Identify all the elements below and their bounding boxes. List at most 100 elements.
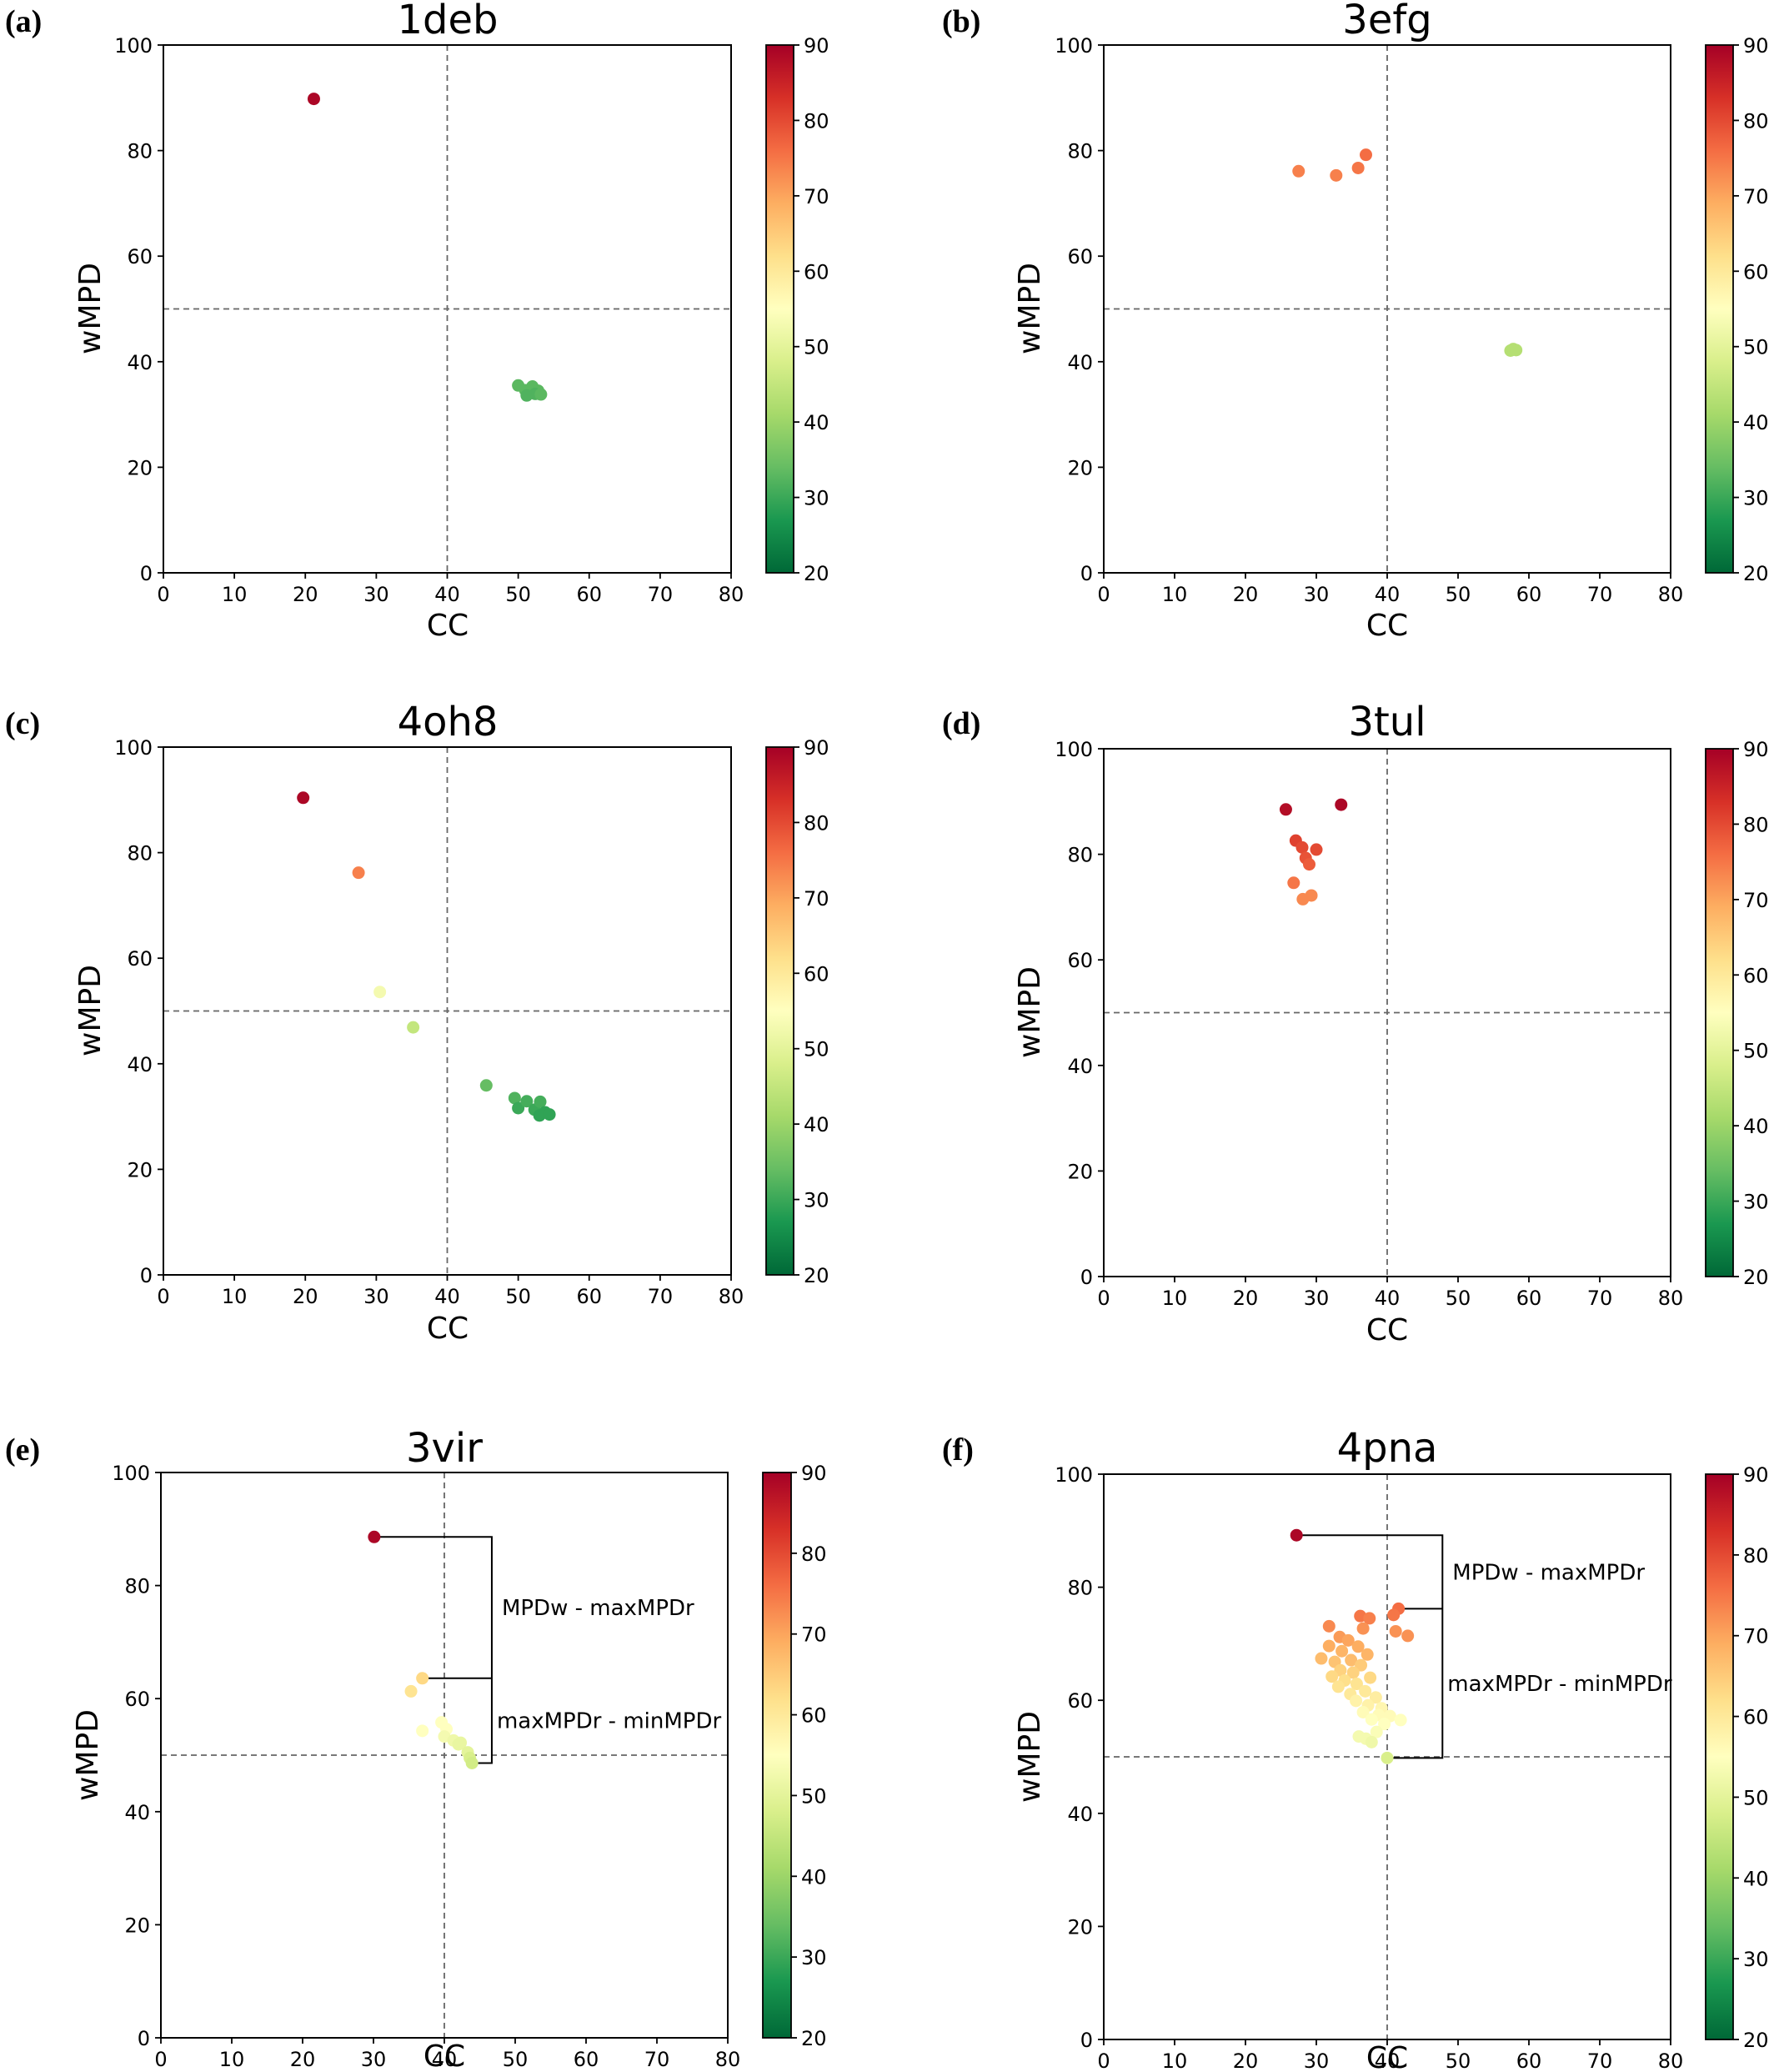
x-tick-label: 10 <box>1162 583 1188 606</box>
panel-f: (f) 4pna MPDw - maxMPDr maxMPDr - minMPDr… <box>942 1425 1769 2072</box>
data-point <box>1355 1658 1368 1672</box>
data-points <box>307 93 548 402</box>
panel-a: (a) 1deb 0 10 20 30 40 50 60 70 80 0 20 40 60 80 100 20… <box>5 0 829 643</box>
y-tick-label: 100 <box>112 1462 150 1485</box>
colorbar: 20 30 40 50 60 70 80 90 <box>1705 738 1769 1289</box>
data-point <box>1361 1648 1374 1661</box>
colorbar-tick-label: 30 <box>1743 1191 1769 1214</box>
y-axis-label: wMPD <box>1013 966 1047 1058</box>
data-point <box>1365 1713 1378 1726</box>
data-point <box>1322 1619 1336 1633</box>
scatter-plot: 0 10 20 30 40 50 60 70 80 0 20 40 60 80 100 20 30 40 50 60 7… <box>1055 738 1768 1310</box>
panel-b: (b) 3efg 0 10 20 30 40 50 60 70 80 0 20 40 60 80 100 20… <box>942 0 1769 643</box>
y-tick-label: 60 <box>1067 949 1093 972</box>
colorbar-tick-label: 20 <box>1743 1266 1769 1289</box>
x-tick-label: 50 <box>1446 583 1471 606</box>
y-tick-label: 100 <box>114 736 153 760</box>
data-point <box>1356 1622 1370 1635</box>
bracket-line <box>1296 1534 1444 1759</box>
colorbar-tick-label: 90 <box>801 1462 827 1485</box>
data-point <box>352 866 365 880</box>
data-point <box>1315 1652 1328 1665</box>
colorbar-tick-label: 90 <box>804 34 829 58</box>
x-tick-label: 80 <box>1658 583 1684 606</box>
x-tick-label: 10 <box>222 1285 248 1308</box>
x-tick-label: 60 <box>1516 2049 1542 2072</box>
colorbar-tick-label: 50 <box>1743 336 1769 359</box>
data-point <box>1389 1624 1402 1638</box>
x-tick-label: 70 <box>1587 583 1613 606</box>
y-tick-label: 20 <box>1067 456 1093 479</box>
x-tick-label: 20 <box>293 1285 318 1308</box>
data-point <box>407 1021 420 1034</box>
y-axis-label: wMPD <box>1013 1711 1047 1803</box>
y-tick-label: 60 <box>127 245 153 268</box>
data-point <box>1295 840 1309 854</box>
colorbar-tick-label: 80 <box>804 109 829 133</box>
data-points <box>1290 1528 1415 1764</box>
colorbar-tick-label: 20 <box>1743 2029 1769 2052</box>
data-point <box>1330 168 1343 182</box>
data-point <box>534 1095 547 1108</box>
x-tick-label: 40 <box>1375 2049 1401 2072</box>
panel-letter: (a) <box>5 4 42 39</box>
y-tick-label: 0 <box>1080 1266 1093 1289</box>
colorbar-gradient <box>1705 748 1734 1277</box>
data-point <box>1381 1751 1394 1764</box>
x-tick-label: 70 <box>648 1285 674 1308</box>
colorbar-tick-label: 30 <box>1743 1948 1769 1971</box>
x-tick-label: 30 <box>1304 1287 1330 1310</box>
y-tick-label: 40 <box>1067 1055 1093 1078</box>
data-point <box>1350 1694 1363 1708</box>
x-tick-label: 80 <box>1658 1287 1684 1310</box>
scatter-plot: 0 10 20 30 40 50 60 70 80 0 20 40 60 80 100 20 30 40 50 60 7… <box>114 736 829 1308</box>
y-tick-label: 20 <box>1067 1915 1093 1939</box>
y-tick-label: 80 <box>1067 844 1093 867</box>
colorbar-tick-label: 40 <box>1743 1115 1769 1138</box>
x-tick-label: 40 <box>434 1285 460 1308</box>
colorbar-tick-label: 40 <box>804 1113 829 1136</box>
difference-brackets: MPDw - maxMPDr maxMPDr - minMPDr <box>1296 1534 1672 1759</box>
x-tick-label: 60 <box>1516 583 1542 606</box>
x-tick-label: 80 <box>715 2048 741 2071</box>
scatter-plot: MPDw - maxMPDr maxMPDr - minMPDr 0 10 20 30 40… <box>112 1462 826 2071</box>
colorbar-tick-label: 40 <box>801 1865 827 1889</box>
x-tick-label: 10 <box>1162 2049 1188 2072</box>
x-tick-label: 0 <box>1097 1287 1110 1310</box>
y-tick-label: 0 <box>140 562 153 585</box>
panel-title: 3tul <box>1348 699 1426 745</box>
data-point <box>1364 1671 1377 1684</box>
colorbar-tick-label: 20 <box>804 1264 829 1287</box>
x-tick-label: 40 <box>432 2048 458 2071</box>
panel-letter: (e) <box>5 1432 40 1467</box>
colorbar-tick-label: 40 <box>1743 1867 1769 1890</box>
colorbar-tick-label: 50 <box>804 336 829 359</box>
data-point <box>1336 1644 1349 1658</box>
scatter-plot: MPDw - maxMPDr maxMPDr - minMPDr 0 10 20 30 40… <box>1055 1463 1768 2072</box>
colorbar: 20 30 40 50 60 70 80 90 <box>1705 1463 1769 2052</box>
colorbar: 20 30 40 50 60 70 80 90 <box>765 34 829 585</box>
scatter-plot: 0 10 20 30 40 50 60 70 80 0 20 40 60 80 100 20 30 40 50 60 7… <box>114 34 829 606</box>
data-point <box>1351 161 1365 174</box>
y-tick-label: 100 <box>1055 1463 1093 1487</box>
data-point <box>1359 1684 1372 1698</box>
data-point <box>1325 1670 1339 1683</box>
data-point <box>1335 798 1348 811</box>
y-tick-label: 40 <box>127 351 153 374</box>
data-point <box>1292 164 1305 178</box>
x-tick-label: 20 <box>290 2048 316 2071</box>
data-point <box>520 1095 534 1108</box>
data-point <box>1345 1653 1358 1667</box>
data-points <box>1279 798 1348 906</box>
x-tick-label: 0 <box>154 2048 167 2071</box>
data-point <box>368 1530 381 1543</box>
colorbar-tick-label: 50 <box>801 1784 827 1808</box>
y-tick-label: 0 <box>138 2027 150 2050</box>
y-tick-label: 20 <box>127 456 153 479</box>
x-tick-label: 0 <box>1097 2049 1110 2072</box>
colorbar-tick-label: 90 <box>1743 34 1769 58</box>
data-point <box>1369 1691 1382 1704</box>
x-axis-label: CC <box>1366 1313 1408 1347</box>
colorbar-tick-label: 30 <box>1743 487 1769 510</box>
colorbar-tick-label: 50 <box>1743 1040 1769 1063</box>
